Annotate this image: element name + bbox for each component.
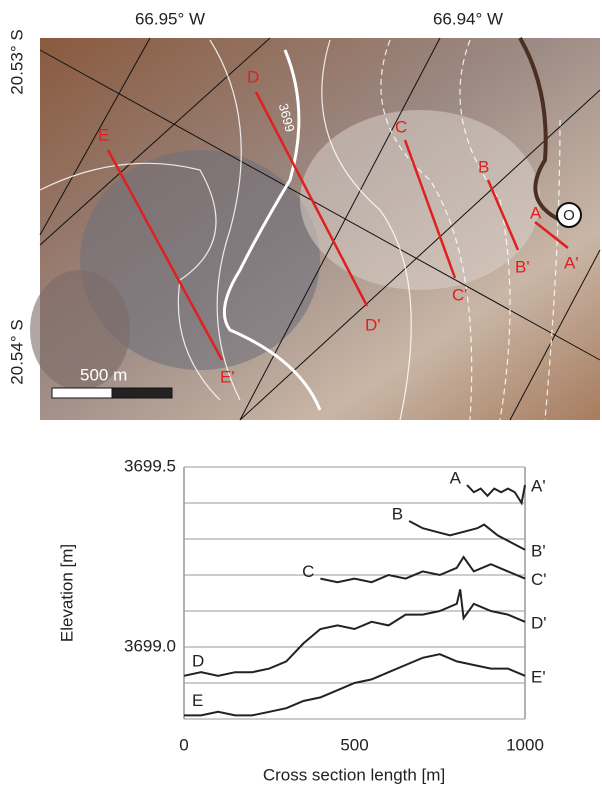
section-label: B bbox=[478, 157, 489, 176]
section-label: C bbox=[395, 117, 407, 136]
series-label: D bbox=[192, 651, 204, 670]
section-label: C' bbox=[452, 285, 468, 304]
marker-label: O bbox=[563, 207, 575, 224]
scale-label: 500 m bbox=[80, 365, 127, 384]
series-label: A bbox=[450, 468, 462, 487]
series-end-label: C' bbox=[531, 570, 547, 589]
series-end-label: E' bbox=[531, 667, 546, 686]
x-tick-label: 500 bbox=[340, 735, 368, 754]
series-label: C bbox=[302, 562, 314, 581]
profile-line bbox=[467, 485, 525, 503]
lon-label: 66.94° W bbox=[433, 9, 503, 28]
lat-label: 20.53° S bbox=[7, 29, 26, 94]
section-label: D' bbox=[365, 315, 381, 334]
x-tick-label: 0 bbox=[179, 735, 188, 754]
chart: Elevation [m] Cross section length [m] 3… bbox=[57, 456, 546, 784]
section-label: E' bbox=[220, 367, 235, 386]
series-end-label: A' bbox=[531, 476, 546, 495]
profile-line bbox=[184, 589, 525, 675]
scale-bar bbox=[52, 388, 112, 398]
section-label: B' bbox=[515, 257, 530, 276]
profile-line bbox=[320, 557, 525, 582]
section-label: A bbox=[530, 203, 542, 222]
section-label: E bbox=[98, 125, 109, 144]
series-end-label: D' bbox=[531, 613, 547, 632]
x-axis-label: Cross section length [m] bbox=[263, 765, 445, 784]
profile-line bbox=[409, 521, 525, 550]
profile-line bbox=[184, 654, 525, 715]
lat-label: 20.54° S bbox=[7, 319, 26, 384]
section-label: D bbox=[247, 67, 259, 86]
x-tick-label: 1000 bbox=[506, 735, 544, 754]
y-tick-label: 3699.0 bbox=[124, 636, 176, 655]
series-label: E bbox=[192, 691, 203, 710]
figure: 3699 A A' B B' C C' D D' E E' O 500 m 66… bbox=[0, 0, 602, 791]
map: 3699 A A' B B' C C' D D' E E' O 500 m 66… bbox=[7, 9, 600, 420]
series-end-label: B' bbox=[531, 541, 546, 560]
section-label: A' bbox=[564, 253, 579, 272]
terrain bbox=[300, 110, 540, 290]
y-tick-label: 3699.5 bbox=[124, 456, 176, 475]
y-axis-label: Elevation [m] bbox=[57, 544, 76, 642]
series-label: B bbox=[392, 504, 403, 523]
scale-bar bbox=[112, 388, 172, 398]
lon-label: 66.95° W bbox=[135, 9, 205, 28]
